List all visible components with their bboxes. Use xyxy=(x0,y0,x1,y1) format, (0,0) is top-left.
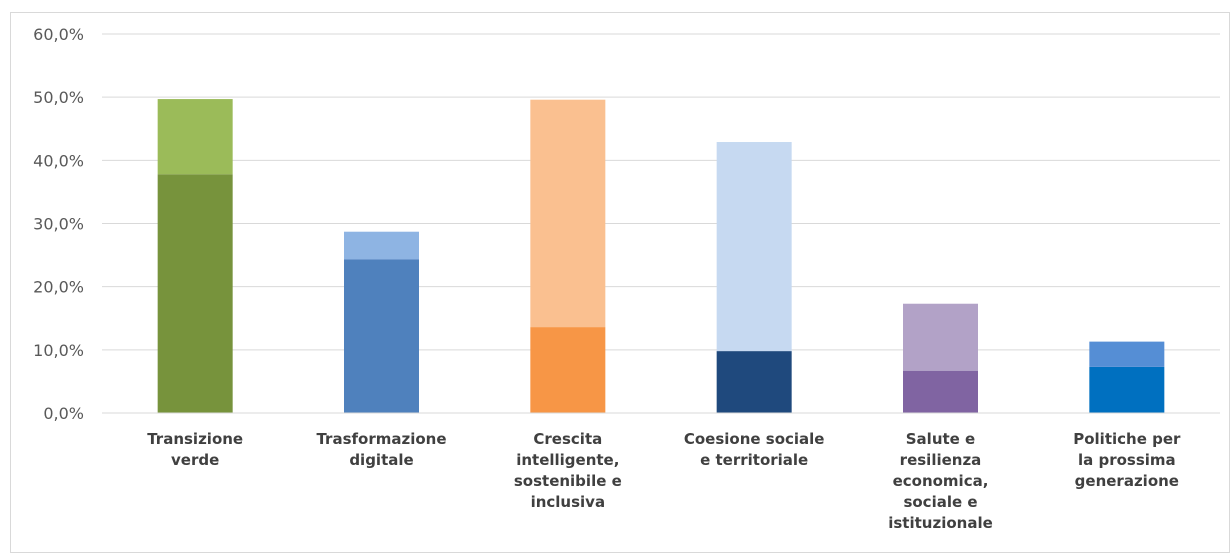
category-label: Trasformazione digitale xyxy=(316,430,446,469)
bar-segment-base xyxy=(530,327,606,413)
y-tick-label: 10,0% xyxy=(33,341,84,360)
y-tick-label: 30,0% xyxy=(33,215,84,234)
y-tick-label: 20,0% xyxy=(33,278,84,297)
bar-segment-top xyxy=(157,99,233,175)
category-label: Coesione sociale e territoriale xyxy=(684,430,825,469)
bar-segment-top xyxy=(344,231,419,260)
bar-segment-base xyxy=(157,174,233,413)
bar-segment-top xyxy=(1089,341,1165,367)
category-label: Salute e resilienza economica, sociale e ist… xyxy=(888,430,993,532)
bar-segment-base xyxy=(903,370,978,413)
y-tick-label: 40,0% xyxy=(33,151,84,170)
bar-segment-top xyxy=(530,99,606,328)
bar-segment-top xyxy=(716,142,792,352)
bar-segment-top xyxy=(903,303,978,371)
bar-segment-base xyxy=(1089,366,1165,413)
y-tick-label: 0,0% xyxy=(43,404,84,423)
bar-segment-base xyxy=(344,259,419,413)
y-tick-label: 50,0% xyxy=(33,88,84,107)
y-tick-label: 60,0% xyxy=(33,25,84,44)
bar-segment-base xyxy=(716,351,792,413)
category-label: Transizione verde xyxy=(147,430,243,469)
category-label: Crescita intelligente, sostenibile e inclus… xyxy=(514,430,622,511)
category-label: Politiche per la prossima generazione xyxy=(1073,430,1181,490)
